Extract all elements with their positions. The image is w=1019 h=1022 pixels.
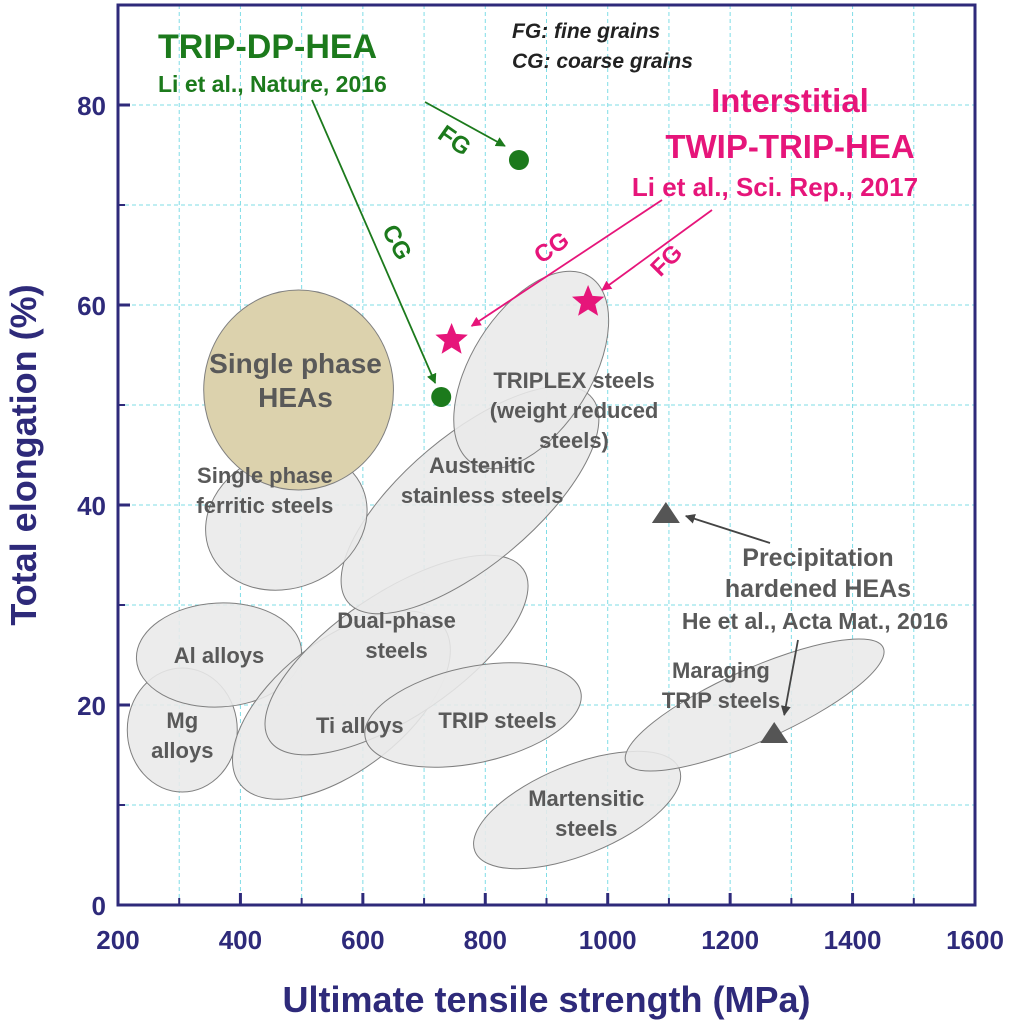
y-tick-label: 20 [77,691,106,721]
region-single-phase-heas [203,289,394,491]
arrow-precip-1 [684,513,771,544]
region-shape [135,602,303,708]
x-axis-title: Ultimate tensile strength (MPa) [282,979,810,1020]
arrow-cg-magenta [470,199,663,327]
region-label: Dual-phase [337,608,456,633]
region-shape [364,662,582,768]
region-label: (weight reduced [490,398,659,423]
annotation-precip-2: hardened HEAs [725,575,911,603]
material-regions: Mg alloys Al alloys Ti alloys Dual-phase stee… [126,270,885,870]
x-tick-label: 1000 [579,925,637,955]
region-label: TRIP steels [438,708,556,733]
legend-note: CG: coarse grains [512,50,693,73]
x-tick-label: 200 [96,925,139,955]
point-green-circle [508,150,529,170]
y-tick-label: 0 [92,891,106,921]
point-green-circle [431,387,452,407]
region-label: Ti alloys [316,713,404,738]
legend-note: FG: fine grains [512,20,660,43]
annotation-precip-1: Precipitation [742,544,893,572]
region-label: TRIPLEX steels [493,368,654,393]
region-label: Single phase [209,348,382,379]
annotation-precip-ref: He et al., Acta Mat., 2016 [682,608,948,634]
annotation-trip-dp-hea-ref: Li et al., Nature, 2016 [158,71,387,97]
region-label: stainless steels [401,483,564,508]
point-magenta-star [572,285,605,316]
y-tick-label: 40 [77,491,106,521]
arrow-fg-green [424,101,506,147]
y-axis-title: Total elongation (%) [3,284,44,625]
region-shape [203,289,394,491]
region-label: ferritic steels [196,493,333,518]
y-tick-label: 80 [77,91,106,121]
region-label: steels) [539,428,609,453]
x-tick-label: 1400 [824,925,882,955]
point-gray-triangle [760,722,789,743]
region-trip-steels [364,662,582,768]
region-label: alloys [151,738,213,763]
region-martensitic-steels [473,750,682,870]
annotation-fg-magenta: FG [645,239,688,282]
region-label: Maraging [672,658,770,683]
annotations: TRIP-DP-HEA Li et al., Nature, 2016 FG CG In… [158,20,948,634]
axes: 200 400 600 800 1000 1200 1400 1600 0 20 40 60 80 Ult… [3,3,1004,1020]
annotation-interstitial-ref: Li et al., Sci. Rep., 2017 [632,172,918,202]
annotation-interstitial-title-1: Interstitial [711,82,869,119]
region-label: steels [365,638,427,663]
region-label: HEAs [258,382,333,413]
region-label: steels [555,816,617,841]
x-tick-label: 1200 [701,925,759,955]
data-points [431,150,789,743]
annotation-arrows [311,99,799,716]
x-tick-label: 400 [219,925,262,955]
region-label: Mg [166,708,198,733]
region-label: Martensitic [528,786,644,811]
point-magenta-star [435,323,468,354]
region-label: Austenitic [429,453,535,478]
arrow-cg-green [311,99,437,384]
region-label: TRIP steels [662,688,780,713]
region-al-alloys [135,602,303,708]
y-tick-label: 60 [77,291,106,321]
region-triplex-steels [453,270,610,470]
x-tick-label: 800 [464,925,507,955]
region-shape [473,750,682,870]
region-shape [453,270,610,470]
annotation-interstitial-title-2: TWIP-TRIP-HEA [665,128,914,165]
region-label: Al alloys [174,643,264,668]
x-tick-label: 1600 [946,925,1004,955]
annotation-trip-dp-hea-title: TRIP-DP-HEA [158,28,377,66]
arrow-fg-magenta [601,209,713,291]
arrow-precip-2 [780,639,799,716]
point-gray-triangle [651,502,680,523]
x-tick-label: 600 [341,925,384,955]
annotation-cg-green: CG [376,220,417,264]
region-label: Single phase [197,463,333,488]
